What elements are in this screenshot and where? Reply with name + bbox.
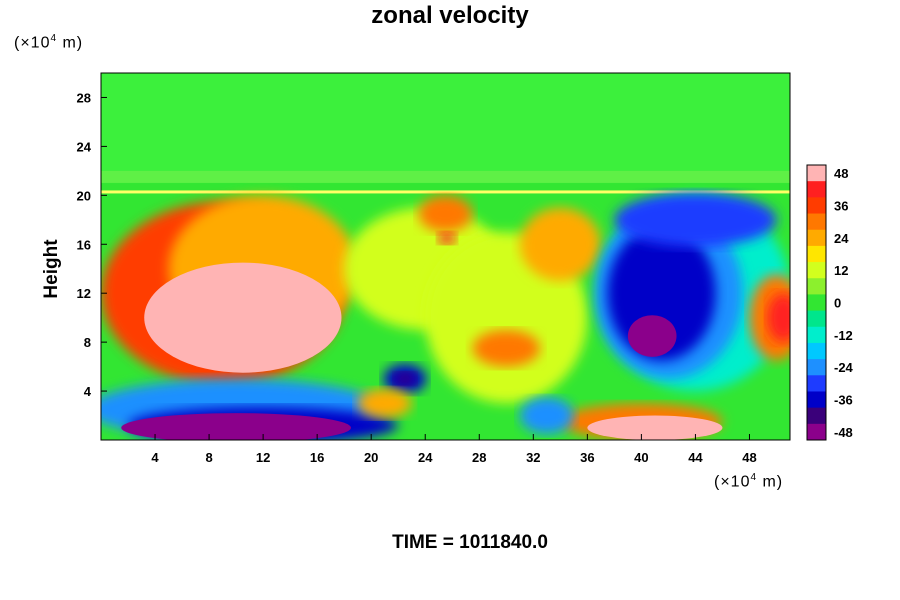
- colorbar-tick-label-1: 36: [834, 198, 848, 213]
- x-tick-label-2: 12: [256, 450, 270, 465]
- upper-band: [101, 170, 790, 183]
- colorbar-swatch-3: [807, 213, 826, 231]
- colorbar-swatch-1: [807, 181, 826, 198]
- colorbar-swatch-11: [807, 342, 826, 360]
- colorbar-swatch-5: [807, 245, 826, 263]
- x-tick-label-6: 28: [472, 450, 486, 465]
- colorbar-swatch-9: [807, 310, 826, 328]
- x-tick-label-9: 40: [634, 450, 648, 465]
- field-region-4: [519, 207, 601, 281]
- colorbar-tick-label-8: -48: [834, 425, 853, 440]
- field-region-15: [519, 397, 574, 434]
- colorbar-swatch-7: [807, 278, 826, 295]
- x-tick-label-0: 4: [151, 450, 159, 465]
- chart-title: zonal velocity: [371, 2, 529, 29]
- colorbar-swatch-2: [807, 197, 826, 215]
- y-axis-unit: (×104 m): [14, 33, 84, 52]
- colorbar-tick-label-2: 24: [834, 231, 849, 246]
- colorbar-swatch-16: [807, 423, 826, 441]
- colorbar-swatch-13: [807, 375, 826, 392]
- x-tick-label-3: 16: [310, 450, 324, 465]
- y-tick-label-2: 12: [77, 286, 91, 301]
- upper-layer: [101, 73, 790, 184]
- y-tick-label-1: 8: [84, 335, 91, 350]
- colorbar-swatch-14: [807, 391, 826, 409]
- field-feature-4: [767, 293, 790, 343]
- colorbar-tick-label-4: 0: [834, 296, 841, 311]
- colorbar-swatch-0: [807, 165, 826, 182]
- x-tick-label-10: 44: [688, 450, 703, 465]
- plot-frame: [100, 72, 791, 441]
- field-feature-5: [437, 232, 457, 245]
- colorbar-tick-label-6: -24: [834, 360, 854, 375]
- colorbar-swatch-10: [807, 326, 826, 344]
- time-label: TIME = 1011840.0: [392, 532, 548, 553]
- x-tick-label-1: 8: [205, 450, 212, 465]
- x-tick-label-4: 20: [364, 450, 378, 465]
- field-feature-6: [394, 372, 416, 385]
- y-tick-label-3: 16: [77, 237, 91, 252]
- y-tick-label-4: 20: [77, 188, 91, 203]
- y-tick-label-0: 4: [84, 384, 92, 399]
- x-tick-label-8: 36: [580, 450, 594, 465]
- colorbar-tick-label-0: 48: [834, 166, 848, 181]
- field-feature-3: [587, 415, 723, 440]
- interface-line: [101, 190, 790, 194]
- x-tick-label-5: 24: [418, 450, 433, 465]
- x-tick-label-11: 48: [742, 450, 756, 465]
- field-feature-0: [144, 262, 342, 373]
- colorbar-swatch-12: [807, 359, 826, 376]
- field-region-14: [472, 329, 541, 367]
- colorbar-tick-label-7: -36: [834, 393, 853, 408]
- x-tick-label-7: 32: [526, 450, 540, 465]
- heatmap-field: [101, 73, 790, 440]
- field-region-17: [357, 388, 412, 418]
- colorbar-swatch-8: [807, 294, 826, 312]
- colorbar-swatch-6: [807, 262, 826, 279]
- field-feature-2: [121, 413, 351, 440]
- colorbar-swatch-4: [807, 229, 826, 247]
- colorbar-frame: [806, 164, 827, 441]
- y-tick-label-5: 24: [77, 139, 92, 154]
- colorbar-tick-label-3: 12: [834, 263, 848, 278]
- field-region-8: [614, 192, 777, 247]
- y-tick-label-6: 28: [77, 90, 91, 105]
- field-feature-1: [627, 315, 677, 357]
- colorbar-swatch-15: [807, 407, 826, 425]
- field-region-16: [418, 195, 473, 233]
- colorbar-tick-label-5: -12: [834, 328, 853, 343]
- x-axis-unit: (×104 m): [714, 472, 784, 491]
